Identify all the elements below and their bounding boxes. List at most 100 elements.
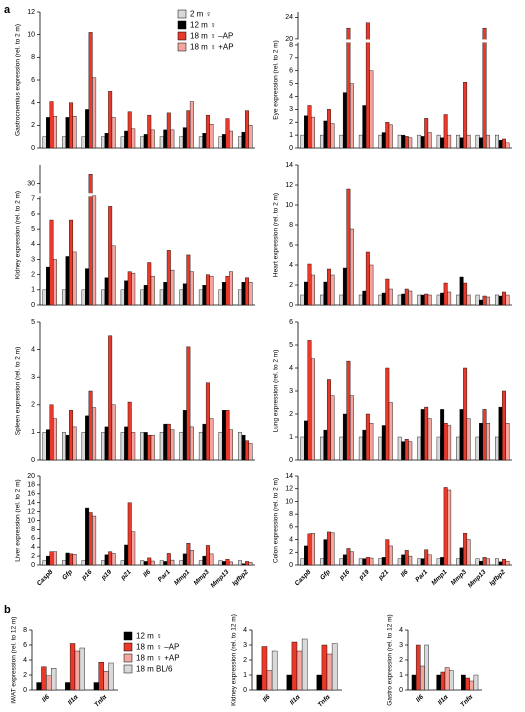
bar (473, 674, 479, 691)
legend-label: 18 m ♀ +AP (190, 43, 234, 52)
bar (444, 667, 450, 691)
bar (466, 539, 471, 566)
bar (424, 118, 429, 149)
x-tick-label: p21 (377, 568, 391, 582)
y-tick-label: 12 (285, 182, 293, 189)
y-tick-label: 7 (31, 196, 35, 203)
x-tick-label: Casp8 (36, 568, 55, 587)
y-axis-label: Liver expression (rel. to 2 m) (15, 479, 22, 561)
bar (401, 293, 406, 306)
bar (65, 117, 70, 149)
bar (104, 426, 109, 461)
axis-break-gap (482, 39, 487, 43)
bar (49, 219, 54, 306)
bar (440, 671, 446, 691)
bar (291, 641, 298, 691)
bar (182, 553, 187, 566)
y-tick-label: 1 (31, 287, 35, 294)
bar (237, 136, 242, 149)
bar (92, 195, 97, 306)
bar (304, 281, 308, 306)
bar (459, 137, 464, 149)
bar (427, 554, 432, 566)
bar (159, 560, 164, 566)
bar (182, 283, 187, 306)
bar (307, 340, 312, 461)
bar (218, 289, 223, 306)
bar (111, 553, 116, 566)
bar (323, 120, 328, 149)
bar (482, 409, 487, 461)
bar (330, 274, 335, 306)
bar (62, 560, 67, 566)
y-tick-label: 4 (289, 262, 293, 269)
bar (92, 515, 97, 566)
x-tick-label: p21 (119, 568, 133, 582)
x-tick-label: p16 (338, 568, 352, 582)
bar (408, 290, 413, 306)
bar (131, 432, 136, 461)
bar (378, 134, 383, 149)
x-tick-label: Mmp3 (450, 568, 469, 587)
bar (349, 551, 354, 566)
y-tick-label: 8 (289, 511, 293, 518)
bar (237, 560, 242, 566)
bar (245, 440, 249, 461)
legend-swatch (123, 642, 133, 652)
y-axis-label: Gastrocnemius expression (rel. to 2 m) (15, 24, 22, 136)
bar (447, 489, 452, 566)
bar (218, 560, 223, 566)
bar (143, 432, 148, 461)
bar (241, 563, 246, 566)
bar (456, 436, 461, 461)
bar (417, 134, 422, 149)
bar (346, 360, 351, 461)
bar (424, 293, 429, 306)
bar (385, 122, 390, 149)
bar (362, 290, 367, 306)
bar (72, 426, 77, 461)
bar (101, 289, 106, 306)
x-tick-label: Par1 (414, 568, 429, 583)
bar (301, 638, 308, 691)
bar (436, 558, 441, 566)
bar (205, 545, 210, 566)
bar (127, 111, 132, 149)
x-tick-label: Par1 (157, 568, 172, 583)
bar (248, 125, 253, 149)
legend-label: 18 m ♀ –AP (190, 32, 233, 41)
bar (53, 259, 58, 306)
bar (319, 134, 324, 149)
y-tick-label: 20 (27, 473, 35, 480)
bar (381, 132, 386, 149)
bar (404, 439, 409, 461)
bar (388, 288, 393, 306)
bar (221, 561, 226, 566)
bar (49, 404, 54, 461)
bar (358, 558, 363, 566)
bar (404, 136, 409, 149)
bar (88, 390, 93, 461)
bar (296, 650, 303, 691)
y-tick-label: 20 (285, 36, 293, 43)
bar (221, 282, 226, 306)
bar (163, 129, 168, 149)
bar (81, 289, 86, 306)
y-tick-label: 2 (399, 657, 403, 664)
bar (46, 555, 50, 566)
bar (69, 102, 74, 149)
y-tick-label: 2 (31, 402, 35, 409)
bar (397, 558, 402, 566)
y-tick-label: 0 (399, 687, 403, 694)
y-tick-label: 8 (31, 526, 35, 533)
bar (163, 561, 168, 566)
bar (170, 429, 175, 461)
bar (498, 140, 503, 149)
bar (420, 136, 425, 149)
bar (388, 402, 393, 461)
y-tick-label: 4 (243, 627, 247, 634)
bar (349, 228, 354, 306)
bar (319, 436, 324, 461)
bar (81, 560, 86, 566)
panel-label: a (4, 4, 11, 16)
